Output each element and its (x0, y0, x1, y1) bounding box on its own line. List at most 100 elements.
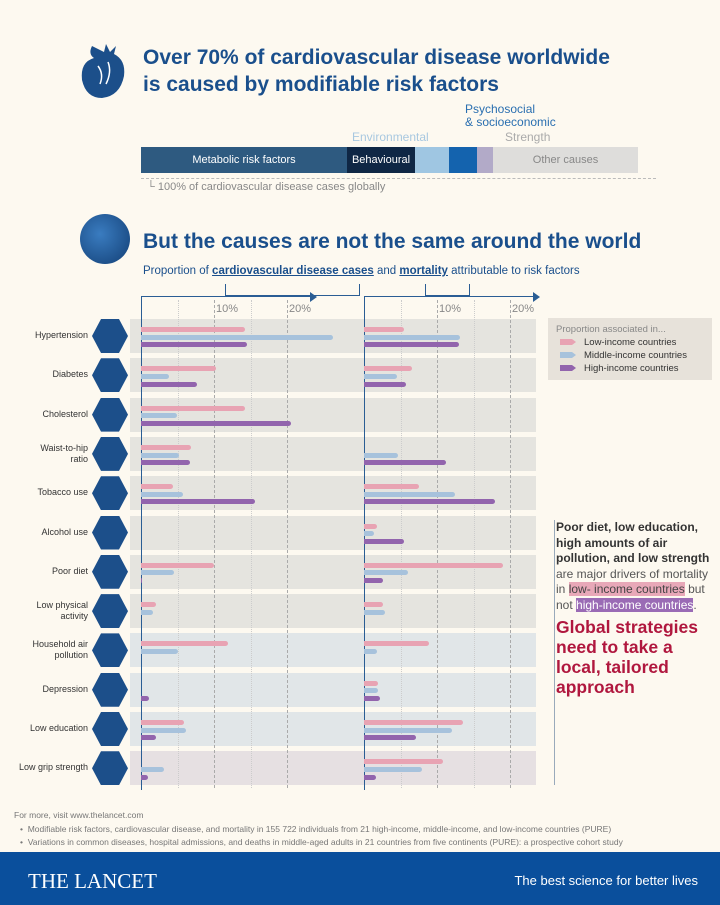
bar-cases-low (141, 641, 228, 647)
bar-cases-high (141, 381, 198, 387)
bar-mortality-middle (364, 452, 399, 458)
gridline (214, 300, 215, 788)
tagline: The best science for better lives (514, 873, 698, 888)
label-strength: Strength (505, 130, 551, 144)
bar-mortality-high (364, 774, 376, 780)
row-label: Diabetes (52, 369, 88, 380)
section-subtitle: Proportion of cardiovascular disease cas… (143, 265, 580, 277)
bar-mortality-middle (364, 649, 378, 654)
bar-cases-low (141, 484, 174, 490)
tick-label: 20% (289, 303, 312, 315)
annotation-headline: Global strategies need to take a local, … (556, 617, 698, 697)
row-band (130, 672, 536, 707)
bar-cases-middle (141, 373, 170, 379)
bar-mortality-middle (364, 766, 422, 772)
bar-mortality-middle (364, 531, 375, 537)
footer-band: THE LANCET The best science for better l… (0, 852, 720, 905)
row-band (130, 633, 536, 668)
bar-cases-high (141, 420, 291, 426)
gridline (287, 300, 288, 788)
bar-cases-high (141, 735, 156, 741)
cigarette-icon (92, 476, 128, 511)
row-label: Hypertension (34, 330, 88, 340)
gridline (400, 300, 402, 788)
bar-cases-low (141, 720, 185, 725)
page-title: Over 70% of cardiovascular disease world… (143, 44, 610, 98)
bar-mortality-high (364, 578, 383, 583)
lancet-logo: THE LANCET (28, 869, 157, 893)
bar-mortality-high (364, 460, 447, 466)
bar-cases-high (141, 499, 255, 505)
bar-mortality-middle (364, 373, 397, 379)
bar-cases-low (141, 602, 157, 608)
bracket-mortality (425, 284, 470, 296)
label-psychosocial: Psychosocial & socioeconomic (465, 102, 556, 129)
bar-cases-middle (141, 649, 179, 654)
bar-mortality-low (364, 327, 405, 332)
tick-label: 20% (512, 303, 535, 315)
head-icon (92, 672, 128, 707)
bar-cases-middle (141, 609, 153, 615)
annotation: Poor diet, low education, high amounts o… (556, 520, 716, 697)
reference-1[interactable]: • Modifiable risk factors, cardiovascula… (20, 824, 612, 834)
bar-mortality-low (364, 523, 378, 529)
title-line-2: is caused by modifiable risk factors (143, 73, 499, 96)
bar-mortality-high (364, 381, 407, 387)
axis-arrow-head (310, 292, 317, 302)
bar-mortality-high (364, 538, 405, 544)
bar-mortality-middle (364, 688, 378, 694)
bar-mortality-low (364, 720, 464, 725)
axis-arrow-line (364, 296, 534, 297)
bottle-glass-icon (92, 515, 128, 550)
bar-mortality-high (364, 499, 495, 505)
legend-item-high: High-income countries (556, 362, 704, 375)
tick-label: 10% (439, 303, 462, 315)
legend: Proportion associated in... Low-income c… (548, 318, 712, 380)
bar-cases-high (141, 578, 142, 583)
axis-line (141, 296, 142, 790)
row-band (130, 712, 536, 746)
segment-environmental (415, 147, 449, 173)
graduation-cap-icon (92, 712, 128, 746)
reference-2[interactable]: • Variations in common diseases, hospita… (20, 837, 623, 847)
label-environmental: Environmental (352, 130, 429, 144)
bar-mortality-low (364, 366, 413, 372)
bar-cases-high (141, 774, 149, 780)
bar-cases-low (141, 444, 192, 450)
bar-cases-middle (141, 452, 179, 458)
row-band (130, 358, 536, 393)
row-band (130, 554, 536, 589)
heart-gauge-icon (92, 319, 128, 353)
bar-cases-high (141, 695, 150, 701)
row-label: Low education (29, 723, 88, 733)
row-band (130, 397, 536, 432)
bar-mortality-middle (364, 570, 408, 576)
gridline (437, 300, 438, 788)
bar-cases-middle (141, 727, 187, 733)
bar-mortality-low (364, 562, 504, 568)
running-icon (92, 594, 128, 629)
row-label: Cholesterol (42, 408, 88, 419)
bar-cases-middle (141, 413, 177, 419)
axis-arrow-line (141, 296, 311, 297)
gridline (473, 300, 475, 788)
annotation-rule (554, 520, 555, 785)
bar-cases-high (141, 342, 247, 348)
bar-cases-middle (141, 334, 333, 340)
segment-behavioural: Behavioural (347, 147, 415, 173)
row-label: Waist-to-hip ratio (40, 442, 88, 464)
segment-strength (477, 147, 493, 173)
segment-metabolic: Metabolic risk factors (141, 147, 347, 173)
gridline (250, 300, 252, 788)
row-band (130, 515, 536, 550)
legend-item-low: Low-income countries (556, 336, 704, 349)
row-band (130, 476, 536, 511)
smoke-icon (92, 633, 128, 668)
more-link[interactable]: For more, visit www.thelancet.com (14, 810, 144, 820)
row-label: Low physical activity (36, 600, 88, 622)
bar-cases-middle (141, 570, 174, 576)
bar-cases-middle (141, 766, 165, 772)
bar-cases-low (141, 327, 245, 332)
bar-mortality-high (364, 735, 416, 741)
bar-mortality-low (364, 602, 383, 608)
